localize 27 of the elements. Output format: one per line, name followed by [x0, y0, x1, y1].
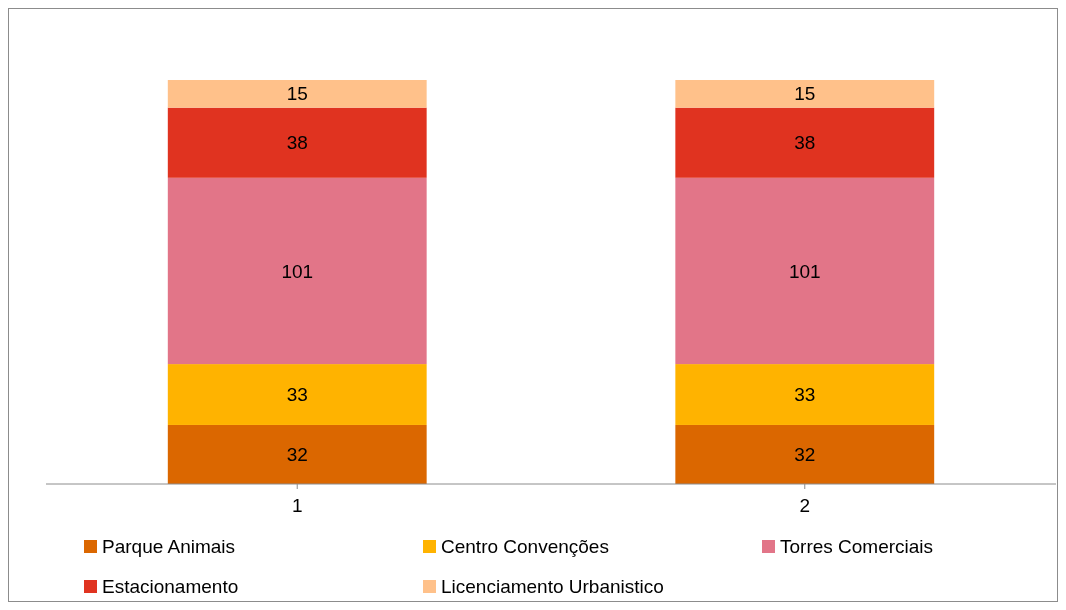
- data-label: 32: [286, 444, 308, 466]
- bar: [167, 80, 427, 108]
- legend-label: Centro Convenções: [441, 535, 609, 557]
- bar: [675, 80, 935, 108]
- bar: [167, 424, 427, 484]
- data-label: 38: [286, 132, 308, 154]
- bar: [167, 107, 427, 178]
- x-tick-label: 2: [799, 495, 811, 516]
- data-label: 101: [281, 260, 314, 282]
- data-label: 101: [788, 260, 821, 282]
- x-tick-label: 1: [291, 495, 303, 516]
- data-label: 15: [286, 83, 308, 105]
- bar: [167, 364, 427, 425]
- data-label: 33: [286, 384, 308, 406]
- data-label: 15: [794, 83, 816, 105]
- data-label: 32: [794, 444, 816, 466]
- bar: [675, 364, 935, 425]
- bar: [675, 424, 935, 484]
- legend-label: Parque Animais: [102, 535, 236, 557]
- bar: [675, 107, 935, 178]
- bar: [167, 177, 427, 365]
- bar: [675, 177, 935, 365]
- legend-label: Estacionamento: [102, 575, 239, 597]
- data-label: 38: [794, 132, 816, 154]
- data-label: 33: [794, 384, 816, 406]
- legend-label: Torres Comerciais: [780, 535, 934, 557]
- legend-label: Licenciamento Urbanistico: [441, 575, 664, 597]
